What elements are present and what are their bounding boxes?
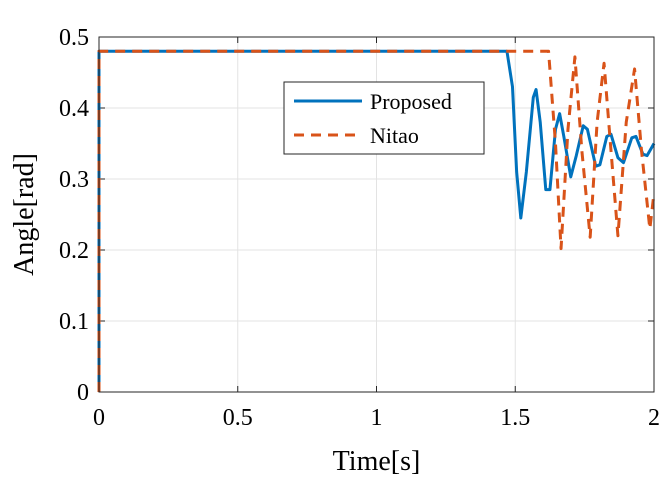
y-tick-label: 0.3 [59,167,89,193]
series-line-nitao [97,49,656,392]
y-tick-label: 0 [77,380,89,406]
x-axis-ticks: 0 0.5 1 1.5 2 [93,37,660,431]
y-axis-ticks: 0 0.1 0.2 0.3 0.4 0.5 [59,25,654,406]
x-tick-label: 1.5 [500,405,530,431]
x-tick-label: 0 [93,405,105,431]
series-layer [97,49,656,392]
y-tick-label: 0.5 [59,25,89,51]
y-tick-label: 0.2 [59,238,89,264]
x-tick-label: 2 [648,405,660,431]
grid-lines [99,37,654,392]
x-axis-label: Time[s] [333,446,421,477]
legend: Proposed Nitao [283,81,485,155]
legend-box [283,81,485,155]
x-tick-label: 0.5 [223,405,253,431]
legend-label-nitao: Nitao [370,123,419,148]
y-tick-label: 0.4 [59,96,89,122]
y-tick-label: 0.1 [59,309,89,335]
plot-frame [98,36,655,393]
x-tick-label: 1 [371,405,383,431]
y-axis-label: Angle[rad] [9,153,40,276]
legend-label-proposed: Proposed [370,89,452,114]
